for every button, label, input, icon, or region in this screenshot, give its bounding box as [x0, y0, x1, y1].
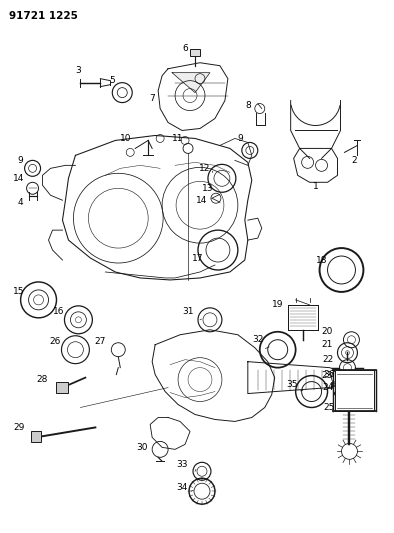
Text: 4: 4 — [18, 198, 23, 207]
Polygon shape — [335, 369, 374, 411]
Text: 19: 19 — [272, 301, 283, 309]
Text: 14: 14 — [196, 196, 208, 205]
Polygon shape — [172, 72, 210, 93]
Text: 33: 33 — [176, 460, 188, 469]
Text: 31: 31 — [182, 308, 194, 317]
Text: 23: 23 — [322, 371, 333, 380]
Text: 18: 18 — [316, 255, 327, 264]
Text: 13: 13 — [202, 184, 214, 193]
Polygon shape — [190, 49, 200, 56]
Text: 30: 30 — [136, 443, 148, 452]
Text: 24: 24 — [322, 383, 333, 392]
Text: 91721 1225: 91721 1225 — [9, 11, 78, 21]
Text: 10: 10 — [119, 134, 131, 143]
Text: 1: 1 — [313, 182, 318, 191]
Text: 26: 26 — [50, 337, 61, 346]
Text: 28: 28 — [37, 375, 48, 384]
Text: 21: 21 — [322, 340, 333, 349]
Text: 15: 15 — [13, 287, 24, 296]
Text: 5: 5 — [110, 76, 115, 85]
Polygon shape — [150, 417, 190, 449]
Text: 27: 27 — [95, 337, 106, 346]
Text: 35: 35 — [286, 380, 297, 389]
Text: 12: 12 — [199, 164, 211, 173]
Text: 14: 14 — [13, 174, 24, 183]
Polygon shape — [248, 362, 348, 393]
Text: 34: 34 — [177, 483, 188, 492]
Text: 9: 9 — [18, 156, 24, 165]
Text: 25: 25 — [324, 403, 335, 412]
Text: 2: 2 — [351, 156, 357, 165]
Text: 17: 17 — [192, 254, 204, 263]
Text: 6: 6 — [182, 44, 188, 53]
Text: 32: 32 — [252, 335, 264, 344]
Text: 29: 29 — [13, 423, 24, 432]
Text: 16: 16 — [53, 308, 64, 317]
Text: 22: 22 — [322, 355, 333, 364]
Text: 3: 3 — [76, 66, 81, 75]
Text: 7: 7 — [149, 94, 155, 103]
Polygon shape — [288, 305, 318, 330]
Polygon shape — [63, 135, 252, 280]
Text: 8: 8 — [245, 101, 251, 110]
Text: 36: 36 — [324, 370, 335, 379]
Text: 11: 11 — [172, 134, 184, 143]
Polygon shape — [294, 148, 338, 182]
Polygon shape — [152, 330, 275, 422]
Text: 20: 20 — [322, 327, 333, 336]
Polygon shape — [31, 431, 41, 442]
Polygon shape — [56, 382, 69, 392]
Text: 9: 9 — [237, 134, 243, 143]
Polygon shape — [158, 63, 228, 131]
